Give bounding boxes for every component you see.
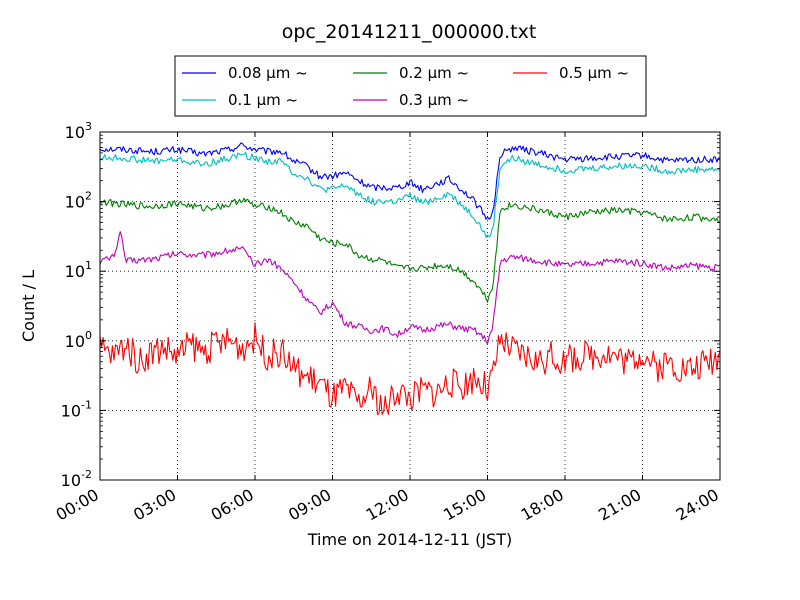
x-tick-label: 12:00 [363,485,412,525]
y-tick-label: 102 [65,190,92,212]
x-tick-label: 03:00 [130,485,179,525]
series-line [100,197,720,303]
legend-label: 0.2 μm ~ [399,64,469,82]
x-tick-label: 15:00 [440,485,489,525]
legend-box [174,55,647,117]
x-tick-label: 06:00 [208,485,257,525]
y-tick-label: 103 [65,120,92,142]
y-tick-label: 10-2 [61,468,92,490]
legend-label: 0.1 μm ~ [228,91,298,109]
y-axis-label: Count / L [19,270,38,342]
chart-title: opc_20141211_000000.txt [282,21,537,43]
ticks: 00:00 03:00 06:00 09:00 12:00 15:00 18:00 21:00… [53,120,722,525]
legend: 0.08 μm ~ 0.1 μm ~ 0.2 μm ~ 0.3 μm ~ 0.5 μm … [174,55,647,117]
y-tick-label: 100 [65,329,92,351]
y-tick-label: 101 [65,259,92,281]
x-tick-label: 09:00 [285,485,334,525]
x-tick-label: 00:00 [53,485,102,525]
legend-label: 0.5 μm ~ [559,64,629,82]
x-tick-label: 21:00 [595,485,644,525]
x-axis-label: Time on 2014-12-11 (JST) [307,530,512,549]
y-tick-label: 10-1 [61,398,92,420]
x-tick-label: 24:00 [673,485,722,525]
series-line [100,142,720,220]
series-line [100,322,720,415]
legend-label: 0.3 μm ~ [399,91,469,109]
series-line [100,151,720,238]
series-layer [100,142,720,415]
legend-label: 0.08 μm ~ [228,64,308,82]
grid [100,132,720,480]
series-line [100,231,720,345]
x-tick-label: 18:00 [518,485,567,525]
